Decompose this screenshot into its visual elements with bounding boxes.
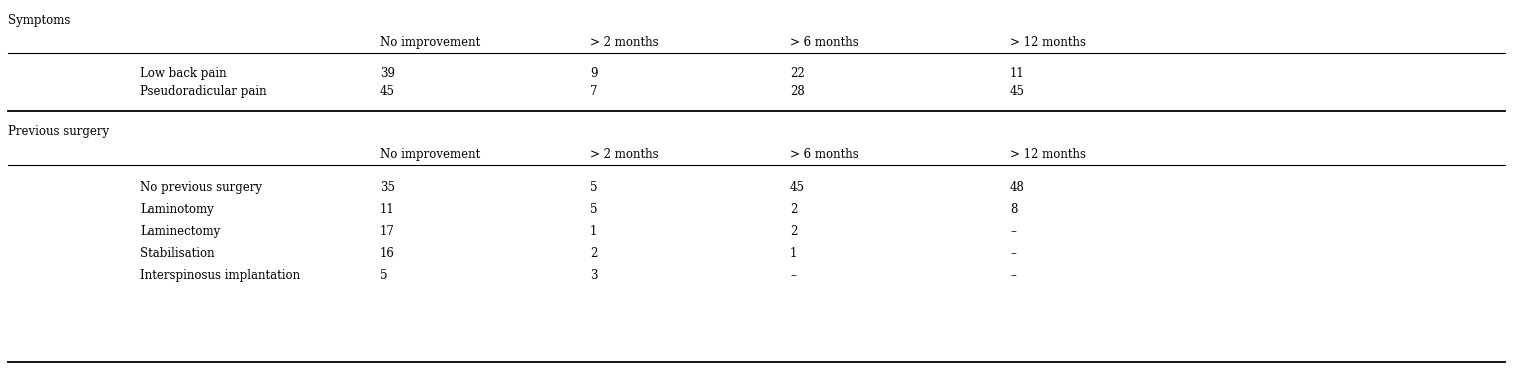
Text: 16: 16	[380, 247, 395, 260]
Text: 1: 1	[790, 247, 797, 260]
Text: 45: 45	[380, 85, 395, 98]
Text: 28: 28	[790, 85, 805, 98]
Text: –: –	[1011, 269, 1015, 282]
Text: 1: 1	[590, 225, 598, 238]
Text: –: –	[790, 269, 796, 282]
Text: > 6 months: > 6 months	[790, 36, 859, 49]
Text: 5: 5	[590, 203, 598, 216]
Text: 2: 2	[790, 203, 797, 216]
Text: > 6 months: > 6 months	[790, 148, 859, 161]
Text: 22: 22	[790, 67, 805, 80]
Text: No previous surgery: No previous surgery	[141, 181, 262, 194]
Text: 39: 39	[380, 67, 395, 80]
Text: Previous surgery: Previous surgery	[8, 125, 109, 138]
Text: 45: 45	[1011, 85, 1024, 98]
Text: Stabilisation: Stabilisation	[141, 247, 215, 260]
Text: Laminectomy: Laminectomy	[141, 225, 221, 238]
Text: 5: 5	[590, 181, 598, 194]
Text: > 2 months: > 2 months	[590, 36, 658, 49]
Text: 35: 35	[380, 181, 395, 194]
Text: No improvement: No improvement	[380, 36, 480, 49]
Text: 11: 11	[380, 203, 395, 216]
Text: Symptoms: Symptoms	[8, 14, 71, 27]
Text: > 2 months: > 2 months	[590, 148, 658, 161]
Text: 9: 9	[590, 67, 598, 80]
Text: No improvement: No improvement	[380, 148, 480, 161]
Text: 45: 45	[790, 181, 805, 194]
Text: 2: 2	[590, 247, 598, 260]
Text: Interspinosus implantation: Interspinosus implantation	[141, 269, 300, 282]
Text: 17: 17	[380, 225, 395, 238]
Text: 2: 2	[790, 225, 797, 238]
Text: –: –	[1011, 247, 1015, 260]
Text: > 12 months: > 12 months	[1011, 148, 1086, 161]
Text: 7: 7	[590, 85, 598, 98]
Text: Pseudoradicular pain: Pseudoradicular pain	[141, 85, 266, 98]
Text: > 12 months: > 12 months	[1011, 36, 1086, 49]
Text: Low back pain: Low back pain	[141, 67, 227, 80]
Text: 11: 11	[1011, 67, 1024, 80]
Text: 5: 5	[380, 269, 387, 282]
Text: Laminotomy: Laminotomy	[141, 203, 213, 216]
Text: 8: 8	[1011, 203, 1017, 216]
Text: 3: 3	[590, 269, 598, 282]
Text: 48: 48	[1011, 181, 1024, 194]
Text: –: –	[1011, 225, 1015, 238]
